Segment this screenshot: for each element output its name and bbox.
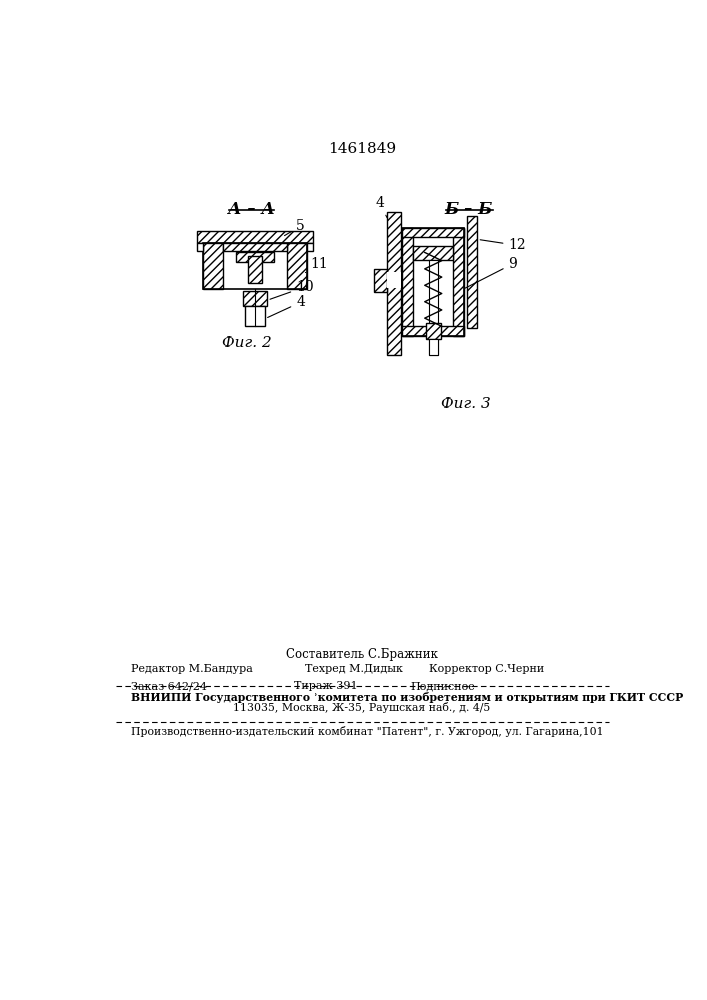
Bar <box>402 326 464 336</box>
Text: 4: 4 <box>268 295 305 317</box>
Bar <box>287 243 307 289</box>
Text: 113035, Москва, Ж-35, Раушская наб., д. 4/5: 113035, Москва, Ж-35, Раушская наб., д. … <box>233 702 491 713</box>
Bar <box>387 212 401 355</box>
Bar <box>223 243 287 251</box>
Bar <box>428 336 438 355</box>
Text: Тираж 391: Тираж 391 <box>293 681 357 691</box>
Bar <box>243 291 267 306</box>
Text: Фиг. 2: Фиг. 2 <box>223 336 272 350</box>
Text: А – А: А – А <box>228 201 274 218</box>
Bar <box>428 260 438 326</box>
Bar <box>428 339 438 355</box>
Bar <box>453 228 464 336</box>
Text: Заказ 642/24: Заказ 642/24 <box>131 681 207 691</box>
Text: Составитель С.Бражник: Составитель С.Бражник <box>286 648 438 661</box>
Bar <box>387 272 401 288</box>
Text: 4: 4 <box>375 196 387 218</box>
Bar <box>413 246 453 260</box>
Bar <box>467 216 477 328</box>
Text: 10: 10 <box>270 280 314 299</box>
Bar <box>197 243 203 251</box>
Text: Редактор М.Бандура: Редактор М.Бандура <box>131 664 253 674</box>
Text: 1461849: 1461849 <box>328 142 396 156</box>
Text: Б – Б: Б – Б <box>444 201 492 218</box>
Bar <box>307 243 313 251</box>
Text: ВНИИПИ Государственного ʾкомитета по изобретениям и открытиям при ГКИТ СССР: ВНИИПИ Государственного ʾкомитета по изо… <box>131 692 683 703</box>
Text: Фиг. 3: Фиг. 3 <box>441 397 491 411</box>
Bar <box>374 269 387 292</box>
Text: 9: 9 <box>465 257 518 288</box>
Bar <box>402 228 413 336</box>
Bar <box>235 252 274 262</box>
Text: 11: 11 <box>305 257 329 273</box>
Text: Техред М.Дидык: Техред М.Дидык <box>305 664 403 674</box>
Text: Корректор С.Черни: Корректор С.Черни <box>429 664 544 674</box>
Text: 12: 12 <box>480 238 526 252</box>
Bar <box>248 256 262 283</box>
Text: Производственно-издательский комбинат "Патент", г. Ужгород, ул. Гагарина,101: Производственно-издательский комбинат "П… <box>131 726 604 737</box>
Bar <box>245 306 265 326</box>
Bar <box>203 243 307 289</box>
Bar <box>197 231 313 243</box>
Bar <box>402 228 464 237</box>
Bar <box>426 323 441 339</box>
Text: 5: 5 <box>284 219 305 236</box>
Bar <box>203 243 223 289</box>
Bar <box>402 228 464 336</box>
Text: Подписное: Подписное <box>410 681 474 691</box>
